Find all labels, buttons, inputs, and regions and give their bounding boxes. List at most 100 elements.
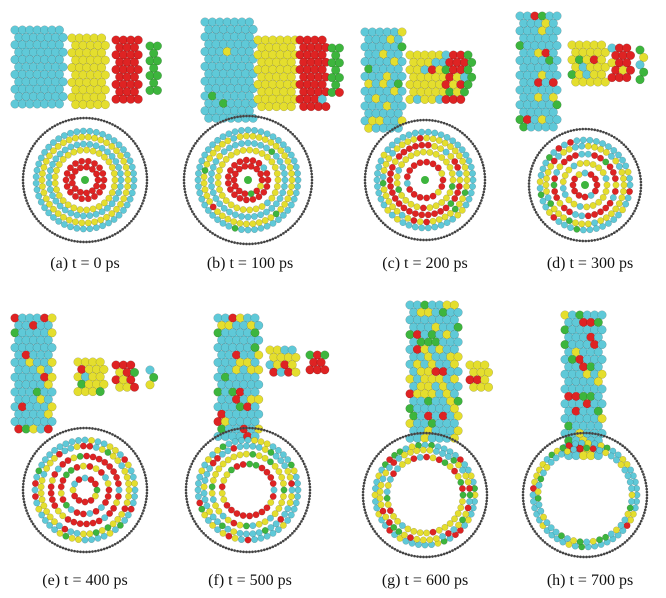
atom bbox=[22, 489, 25, 492]
atom bbox=[532, 162, 535, 165]
atom bbox=[570, 554, 573, 557]
atom bbox=[136, 455, 139, 458]
atom bbox=[625, 195, 631, 201]
atom bbox=[413, 120, 416, 123]
atom bbox=[476, 207, 479, 210]
atom bbox=[287, 189, 293, 195]
atom bbox=[259, 509, 265, 515]
atom bbox=[475, 210, 478, 213]
atom bbox=[582, 194, 588, 200]
atom bbox=[435, 189, 441, 195]
atom bbox=[362, 485, 365, 488]
atom bbox=[556, 438, 559, 441]
atom bbox=[384, 224, 387, 227]
atom bbox=[428, 556, 431, 559]
atom bbox=[561, 235, 564, 238]
atom bbox=[253, 206, 259, 212]
atom bbox=[130, 500, 136, 506]
atom bbox=[22, 173, 25, 176]
atom bbox=[112, 177, 118, 183]
atom bbox=[25, 199, 28, 202]
atom bbox=[225, 239, 228, 242]
atom bbox=[97, 428, 100, 431]
atom bbox=[472, 215, 475, 218]
atom bbox=[522, 485, 525, 488]
atom bbox=[76, 476, 82, 482]
atom bbox=[537, 535, 540, 538]
atom bbox=[384, 446, 387, 449]
atom bbox=[553, 169, 559, 175]
atom bbox=[130, 474, 136, 480]
atom bbox=[74, 225, 80, 231]
atom bbox=[232, 142, 238, 148]
atom bbox=[225, 138, 231, 144]
atom bbox=[407, 554, 410, 557]
atom bbox=[448, 233, 451, 236]
atom bbox=[430, 529, 436, 535]
atom bbox=[261, 165, 267, 171]
atom bbox=[105, 493, 111, 499]
atom bbox=[254, 550, 257, 553]
atom bbox=[382, 136, 385, 139]
atom bbox=[378, 482, 384, 488]
atom bbox=[468, 138, 471, 141]
atom bbox=[420, 149, 426, 155]
atom bbox=[118, 463, 124, 469]
atom bbox=[434, 433, 437, 436]
atom bbox=[572, 152, 578, 158]
atom bbox=[530, 167, 533, 170]
atom bbox=[207, 536, 210, 539]
atom bbox=[186, 199, 189, 202]
atom bbox=[538, 216, 541, 219]
atom bbox=[483, 476, 486, 479]
atom bbox=[51, 126, 54, 129]
atom bbox=[470, 217, 473, 220]
atom bbox=[231, 520, 237, 526]
atom bbox=[380, 138, 383, 141]
atom bbox=[210, 496, 216, 502]
atom bbox=[145, 495, 148, 498]
atom bbox=[448, 437, 451, 440]
atom bbox=[372, 460, 375, 463]
atom bbox=[396, 549, 399, 552]
atom bbox=[618, 139, 621, 142]
atom bbox=[386, 519, 392, 525]
atom bbox=[251, 536, 257, 542]
atom bbox=[556, 549, 559, 552]
atom bbox=[622, 143, 625, 146]
atom bbox=[274, 183, 280, 189]
panel: (b) t = 100 ps bbox=[183, 18, 344, 272]
atom bbox=[535, 455, 538, 458]
atom bbox=[571, 188, 577, 194]
atom bbox=[303, 515, 306, 518]
atom bbox=[565, 435, 568, 438]
atom bbox=[51, 436, 54, 439]
atom bbox=[56, 234, 59, 237]
atom bbox=[25, 158, 28, 161]
atom bbox=[289, 131, 292, 134]
atom bbox=[121, 228, 124, 231]
atom bbox=[628, 450, 631, 453]
atom bbox=[265, 177, 271, 183]
atom bbox=[425, 225, 431, 231]
atom bbox=[522, 494, 525, 497]
atom bbox=[413, 238, 416, 241]
atom bbox=[87, 128, 93, 134]
atom bbox=[374, 212, 377, 215]
atom bbox=[116, 436, 119, 439]
atom bbox=[268, 474, 274, 480]
atom bbox=[646, 494, 649, 497]
atom bbox=[620, 226, 623, 229]
atom bbox=[443, 553, 446, 556]
atom bbox=[70, 118, 73, 121]
atom bbox=[419, 225, 425, 231]
atom bbox=[219, 544, 222, 547]
atom bbox=[93, 171, 99, 177]
atom bbox=[307, 474, 310, 477]
atom bbox=[121, 538, 124, 541]
atom bbox=[391, 441, 394, 444]
atom bbox=[483, 173, 486, 176]
atom bbox=[41, 189, 47, 195]
atom bbox=[437, 208, 443, 214]
atom bbox=[79, 117, 82, 120]
